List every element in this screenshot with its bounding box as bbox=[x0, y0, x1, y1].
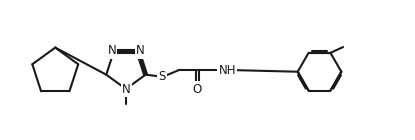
Text: N: N bbox=[107, 45, 116, 58]
Text: N: N bbox=[122, 83, 131, 96]
Text: NH: NH bbox=[218, 64, 236, 77]
Text: N: N bbox=[136, 45, 144, 58]
Text: O: O bbox=[193, 82, 202, 95]
Text: S: S bbox=[158, 70, 165, 83]
